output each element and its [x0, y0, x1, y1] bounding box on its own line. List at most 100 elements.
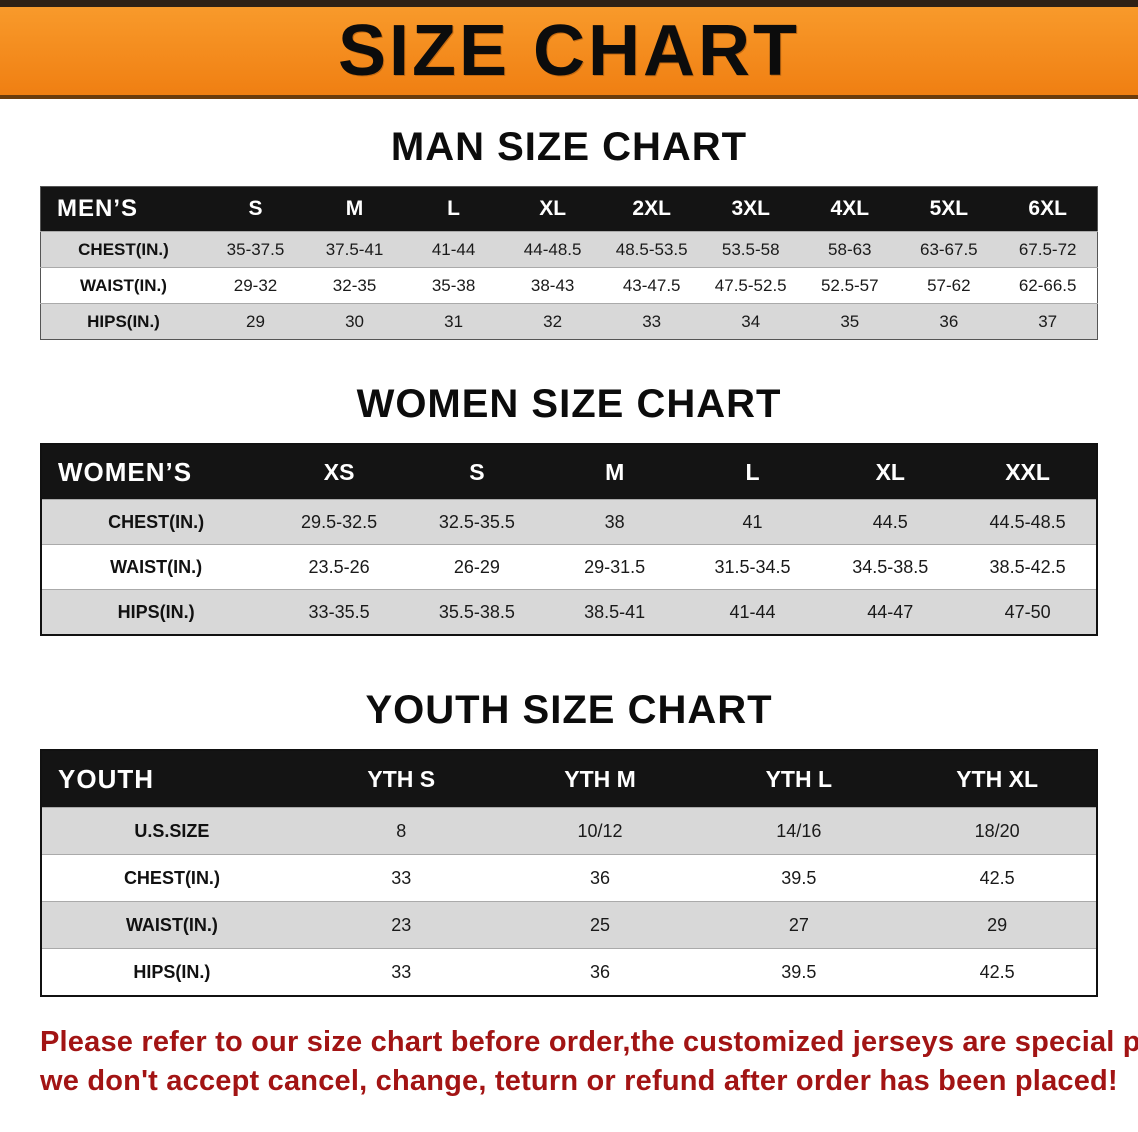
youth-size-table: YOUTH YTH S YTH M YTH L YTH XL U.S.SIZE 8 10/12…: [40, 749, 1098, 997]
size-value: 47-50: [959, 589, 1097, 635]
size-column-header: 3XL: [701, 186, 801, 232]
table-row: CHEST(IN.) 29.5-32.5 32.5-35.5 38 41 44.5 44.5…: [41, 499, 1097, 545]
row-label: CHEST(IN.): [40, 231, 206, 268]
size-column-header: L: [683, 444, 822, 500]
size-value: 42.5: [898, 854, 1097, 902]
title-banner: SIZE CHART: [0, 0, 1138, 99]
size-value: 43-47.5: [602, 267, 702, 304]
size-value: 38.5-41: [545, 589, 684, 635]
size-value: 34.5-38.5: [821, 544, 960, 590]
size-value: 32.5-35.5: [407, 499, 546, 545]
size-value: 38.5-42.5: [959, 544, 1097, 590]
size-column-header: L: [404, 186, 504, 232]
size-value: 29: [898, 901, 1097, 949]
size-column-header: YTH XL: [898, 750, 1097, 808]
size-column-header: 2XL: [602, 186, 702, 232]
women-size-section: WOMEN SIZE CHART WOMEN’S XS S M L XL XXL CHEST(…: [0, 382, 1138, 636]
size-value: 39.5: [699, 854, 899, 902]
size-column-header: M: [305, 186, 405, 232]
size-value: 37.5-41: [305, 231, 405, 268]
size-column-header: S: [407, 444, 546, 500]
page-title: SIZE CHART: [338, 11, 800, 91]
size-value: 35-38: [404, 267, 504, 304]
women-size-table: WOMEN’S XS S M L XL XXL CHEST(IN.) 29.5-32.5 32.5…: [40, 443, 1098, 636]
size-column-header: YTH S: [301, 750, 501, 808]
size-value: 35: [800, 303, 900, 340]
size-value: 42.5: [898, 948, 1097, 996]
disclaimer-line-1: Please refer to our size chart before or…: [40, 1026, 1138, 1058]
size-value: 58-63: [800, 231, 900, 268]
row-label: HIPS(IN.): [40, 303, 206, 340]
table-category-header: YOUTH: [41, 750, 302, 808]
size-value: 52.5-57: [800, 267, 900, 304]
size-value: 31.5-34.5: [683, 544, 822, 590]
size-value: 31: [404, 303, 504, 340]
table-row: WAIST(IN.) 23.5-26 26-29 29-31.5 31.5-34.5 34…: [41, 544, 1097, 590]
row-label: CHEST(IN.): [41, 499, 271, 545]
size-value: 33-35.5: [270, 589, 408, 635]
table-category-header: WOMEN’S: [41, 444, 271, 500]
size-column-header: M: [545, 444, 684, 500]
size-value: 32: [503, 303, 603, 340]
size-value: 35-37.5: [205, 231, 306, 268]
size-column-header: YTH L: [699, 750, 899, 808]
size-value: 29.5-32.5: [270, 499, 408, 545]
table-row: HIPS(IN.) 33-35.5 35.5-38.5 38.5-41 41-44 44-…: [41, 589, 1097, 635]
size-value: 44.5: [821, 499, 960, 545]
size-value: 44-47: [821, 589, 960, 635]
table-header-row: YOUTH YTH S YTH M YTH L YTH XL: [41, 750, 1097, 808]
size-value: 38: [545, 499, 684, 545]
size-value: 33: [602, 303, 702, 340]
size-value: 57-62: [899, 267, 999, 304]
size-value: 26-29: [407, 544, 546, 590]
table-row: WAIST(IN.) 23 25 27 29: [41, 901, 1097, 949]
table-row: U.S.SIZE 8 10/12 14/16 18/20: [41, 807, 1097, 855]
row-label: WAIST(IN.): [41, 544, 271, 590]
size-value: 48.5-53.5: [602, 231, 702, 268]
disclaimer-line-2: we don't accept cancel, change, teturn o…: [40, 1065, 1118, 1098]
size-value: 30: [305, 303, 405, 340]
table-header-row: WOMEN’S XS S M L XL XXL: [41, 444, 1097, 500]
table-row: HIPS(IN.) 33 36 39.5 42.5: [41, 948, 1097, 996]
size-column-header: XL: [503, 186, 603, 232]
youth-size-section: YOUTH SIZE CHART YOUTH YTH S YTH M YTH L YTH…: [0, 688, 1138, 997]
men-size-section: MAN SIZE CHART MEN’S S M L XL 2XL 3XL 4XL 5XL 6XL…: [0, 125, 1138, 340]
size-value: 35.5-38.5: [407, 589, 546, 635]
size-table: MEN’S S M L XL 2XL 3XL 4XL 5XL 6XL CHEST(IN.) 35-37…: [40, 186, 1098, 340]
size-value: 23.5-26: [270, 544, 408, 590]
row-label: WAIST(IN.): [41, 901, 302, 949]
row-label: U.S.SIZE: [41, 807, 302, 855]
size-value: 25: [500, 901, 700, 949]
youth-chart-heading: YOUTH SIZE CHART: [365, 688, 773, 732]
size-value: 39.5: [699, 948, 899, 996]
disclaimer-text: Please refer to our size chart before or…: [40, 1023, 1138, 1101]
size-value: 34: [701, 303, 801, 340]
size-column-header: XS: [270, 444, 408, 500]
table-header-row: MEN’S S M L XL 2XL 3XL 4XL 5XL 6XL: [40, 186, 1098, 232]
size-column-header: S: [205, 186, 306, 232]
size-value: 27: [699, 901, 899, 949]
size-value: 14/16: [699, 807, 899, 855]
men-size-table: MEN’S S M L XL 2XL 3XL 4XL 5XL 6XL CHEST(IN.) 35-37…: [40, 186, 1098, 340]
size-value: 36: [500, 948, 700, 996]
size-value: 38-43: [503, 267, 603, 304]
women-chart-heading: WOMEN SIZE CHART: [356, 382, 782, 426]
size-value: 41-44: [683, 589, 822, 635]
size-value: 67.5-72: [998, 231, 1098, 268]
size-column-header: 4XL: [800, 186, 900, 232]
size-value: 33: [301, 854, 501, 902]
size-value: 53.5-58: [701, 231, 801, 268]
table-category-header: MEN’S: [40, 186, 206, 232]
size-column-header: YTH M: [500, 750, 700, 808]
size-value: 10/12: [500, 807, 700, 855]
size-value: 44.5-48.5: [959, 499, 1097, 545]
size-value: 63-67.5: [899, 231, 999, 268]
size-value: 47.5-52.5: [701, 267, 801, 304]
size-value: 37: [998, 303, 1098, 340]
size-table: WOMEN’S XS S M L XL XXL CHEST(IN.) 29.5-32.5 32.5…: [40, 443, 1098, 636]
size-value: 41-44: [404, 231, 504, 268]
size-value: 29-31.5: [545, 544, 684, 590]
size-column-header: 5XL: [899, 186, 999, 232]
table-row: CHEST(IN.) 33 36 39.5 42.5: [41, 854, 1097, 902]
row-label: CHEST(IN.): [41, 854, 302, 902]
